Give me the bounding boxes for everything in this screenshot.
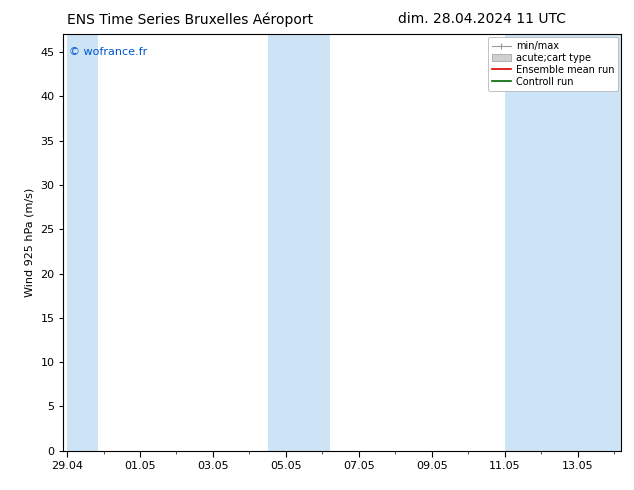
Bar: [67, 34, 98, 451]
Bar: [505, 34, 621, 451]
Text: dim. 28.04.2024 11 UTC: dim. 28.04.2024 11 UTC: [398, 12, 566, 26]
Bar: [268, 34, 330, 451]
Text: ENS Time Series Bruxelles Aéroport: ENS Time Series Bruxelles Aéroport: [67, 12, 313, 27]
Y-axis label: Wind 925 hPa (m/s): Wind 925 hPa (m/s): [25, 188, 35, 297]
Text: © wofrance.fr: © wofrance.fr: [69, 47, 147, 57]
Legend: min/max, acute;cart type, Ensemble mean run, Controll run: min/max, acute;cart type, Ensemble mean …: [488, 37, 618, 91]
